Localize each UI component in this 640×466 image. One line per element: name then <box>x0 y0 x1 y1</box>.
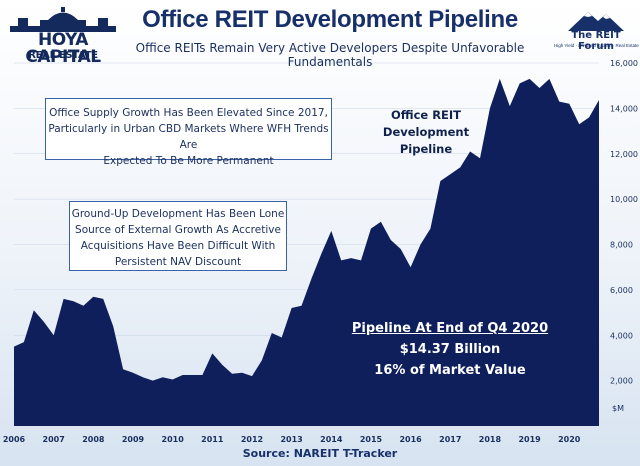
series-label: Office REIT Development Pipeline <box>360 107 492 158</box>
capitol-skyline-icon <box>10 7 116 32</box>
mountain-icon <box>568 12 624 31</box>
supply-growth-callout: Office Supply Growth Has Been Elevated S… <box>45 98 332 167</box>
callout-line: Ground-Up Development Has Been Lone <box>71 208 285 220</box>
callout-line: Persistent NAV Discount <box>114 256 242 268</box>
x-tick-label: 2013 <box>280 435 302 444</box>
chart-subtitle: Office REITs Remain Very Active Develope… <box>135 41 525 69</box>
logo-forum-name: The REIT Forum <box>571 30 621 52</box>
reit-forum-logo: The REIT Forum High Yield · Dividend Gro… <box>554 8 639 56</box>
pipeline-area <box>14 78 599 427</box>
source-note: Source: NAREIT T-Tracker <box>242 447 398 460</box>
y-tick-label: 2,000 <box>610 377 633 386</box>
series-label-line: Office REIT <box>390 108 462 122</box>
x-tick-label: 2017 <box>439 435 461 444</box>
callout-line: Particularly in Urban CBD Markets Where … <box>48 123 329 151</box>
x-tick-label: 2018 <box>479 435 502 444</box>
logo-brand-subtitle: REAL ESTATE <box>28 50 98 61</box>
y-axis-unit-label: $M <box>612 404 624 413</box>
y-tick-label: 6,000 <box>610 286 633 295</box>
series-label-line: Development Pipeline <box>382 125 470 156</box>
x-tick-label: 2008 <box>82 435 105 444</box>
y-tick-label: 10,000 <box>610 195 638 204</box>
x-tick-label: 2012 <box>241 435 263 444</box>
chart-title: Office REIT Development Pipeline <box>142 6 518 33</box>
y-tick-label: 14,000 <box>610 104 638 113</box>
x-tick-label: 2006 <box>3 435 26 444</box>
x-tick-label: 2020 <box>558 435 581 444</box>
callout-line: Source of External Growth As Accretive <box>75 224 281 236</box>
x-tick-label: 2015 <box>360 435 383 444</box>
logo-forum-tagline: High Yield · Dividend Growth · Real Esta… <box>554 43 639 48</box>
y-tick-label: 8,000 <box>610 241 633 250</box>
x-tick-label: 2010 <box>162 435 185 444</box>
x-tick-label: 2009 <box>122 435 145 444</box>
callout-line: Office Supply Growth Has Been Elevated S… <box>49 107 328 119</box>
y-tick-label: 4,000 <box>610 331 633 340</box>
x-tick-label: 2016 <box>399 435 422 444</box>
callout-line: Acquisitions Have Been Difficult With <box>80 240 276 252</box>
y-axis: 2,000 4,000 6,000 8,000 10,000 12,000 14,000 16… <box>610 59 638 386</box>
x-tick-label: 2011 <box>201 435 224 444</box>
x-tick-label: 2007 <box>43 435 65 444</box>
y-tick-label: 16,000 <box>610 59 638 68</box>
summary-value: $14.37 Billion <box>399 342 501 357</box>
ground-up-development-callout: Ground-Up Development Has Been Lone Sour… <box>69 201 287 271</box>
hoya-capital-logo: HOYA CAPITAL REAL ESTATE <box>4 6 122 68</box>
summary-heading: Pipeline At End of Q4 2020 <box>351 321 549 336</box>
y-tick-label: 12,000 <box>610 150 638 159</box>
logo-brand-name: HOYA CAPITAL <box>25 30 101 67</box>
summary-share: 16% of Market Value <box>374 363 526 378</box>
x-tick-label: 2014 <box>320 435 343 444</box>
x-axis: 2006 2007 2008 2009 2010 2011 2012 2013 2014 2015… <box>3 435 581 444</box>
pipeline-summary: Pipeline At End of Q4 2020 $14.37 Billio… <box>340 318 560 381</box>
callout-line: Expected To Be More Permanent <box>103 155 274 167</box>
x-tick-label: 2019 <box>518 435 541 444</box>
